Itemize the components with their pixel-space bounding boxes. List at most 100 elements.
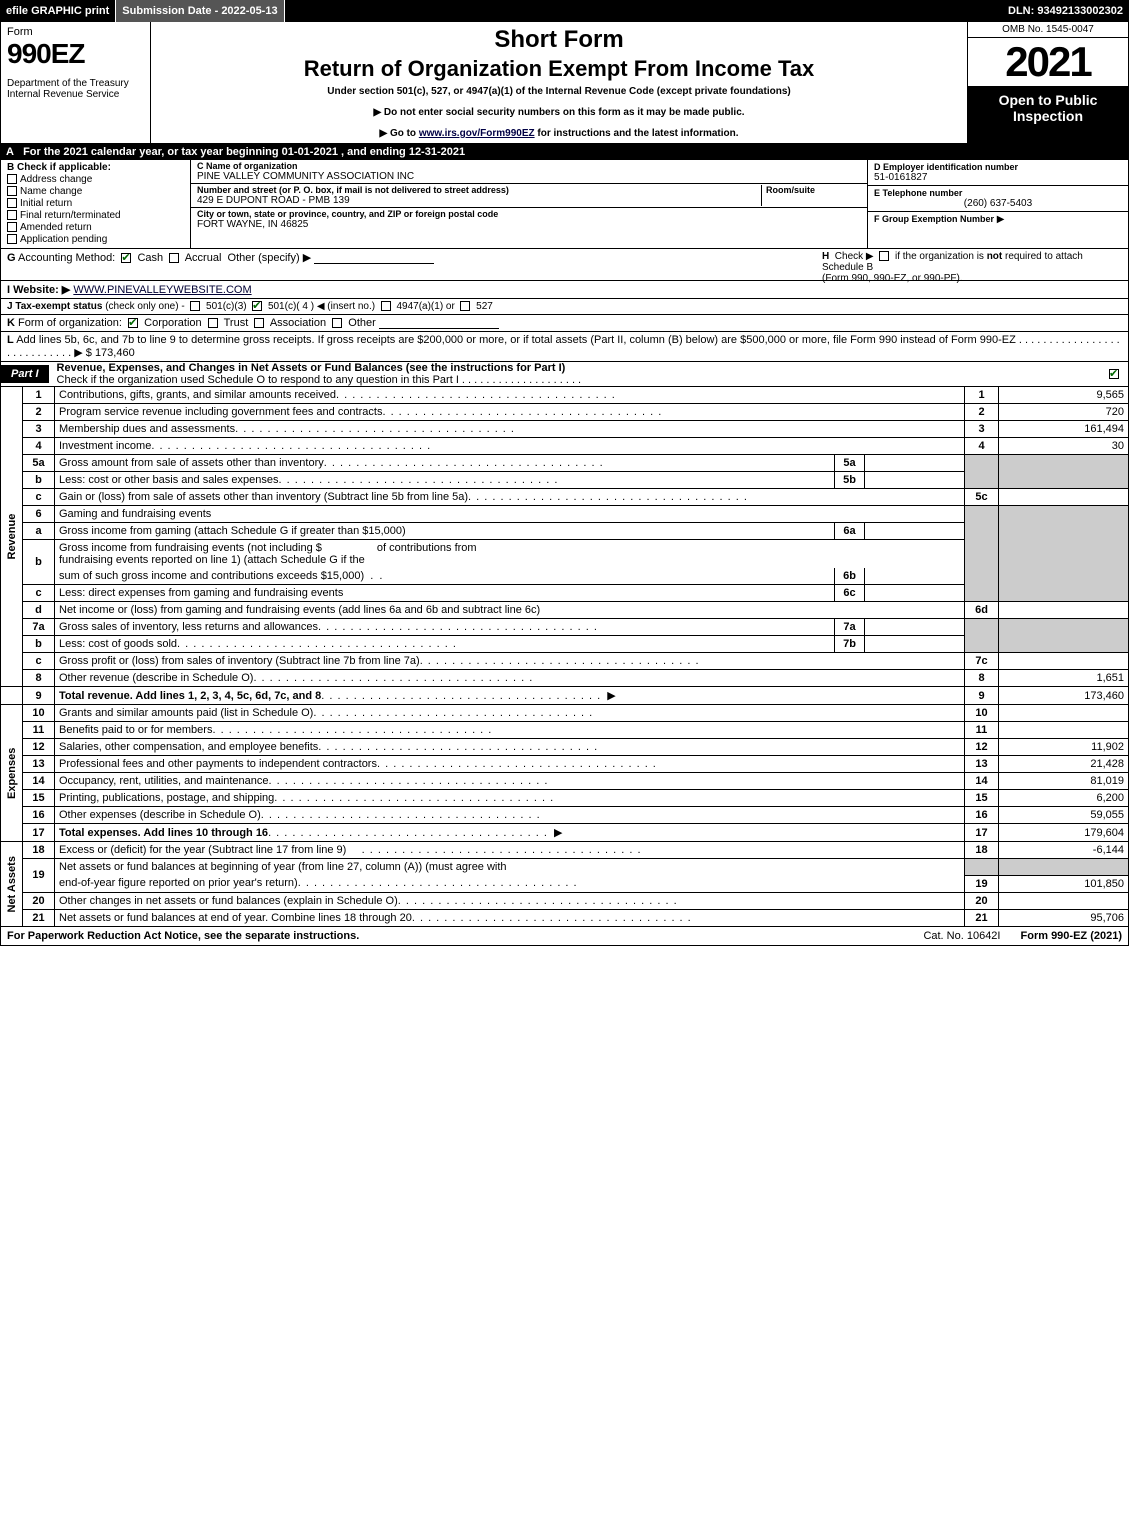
note-ssn: ▶ Do not enter social security numbers o… bbox=[159, 107, 959, 118]
l17-rn: 17 bbox=[965, 824, 999, 842]
section-c: C Name of organization PINE VALLEY COMMU… bbox=[191, 160, 868, 248]
g-accrual: Accrual bbox=[185, 252, 222, 264]
e-label: E Telephone number bbox=[874, 188, 1122, 198]
j-opt4: 527 bbox=[476, 301, 493, 312]
under-section: Under section 501(c), 527, or 4947(a)(1)… bbox=[159, 86, 959, 97]
row-h: H Check ▶ if the organization is not req… bbox=[822, 251, 1122, 284]
l21-val: 95,706 bbox=[999, 909, 1129, 926]
l7c-num: c bbox=[23, 653, 55, 670]
submission-date: Submission Date - 2022-05-13 bbox=[116, 0, 284, 22]
l5c-num: c bbox=[23, 489, 55, 506]
chk-k-other[interactable] bbox=[332, 318, 342, 328]
l6b-desc1: Gross income from fundraising events (no… bbox=[55, 540, 965, 569]
l7a-desc: Gross sales of inventory, less returns a… bbox=[55, 619, 965, 636]
l2-val: 720 bbox=[999, 404, 1129, 421]
k-assoc: Association bbox=[270, 317, 326, 329]
chk-527[interactable] bbox=[460, 301, 470, 311]
form-header: Form 990EZ Department of the Treasury In… bbox=[0, 22, 1129, 144]
irs-link[interactable]: www.irs.gov/Form990EZ bbox=[419, 128, 535, 139]
return-title: Return of Organization Exempt From Incom… bbox=[159, 56, 959, 82]
form-number: 990EZ bbox=[7, 38, 144, 70]
footer-form: 990-EZ bbox=[1051, 930, 1087, 942]
short-form-title: Short Form bbox=[159, 26, 959, 54]
l18-val: -6,144 bbox=[999, 842, 1129, 859]
efile-label[interactable]: efile GRAPHIC print bbox=[0, 0, 116, 22]
footer-right: Form 990-EZ (2021) bbox=[1021, 930, 1123, 942]
h-t2: if the organization is bbox=[895, 251, 987, 262]
chk-501c3[interactable] bbox=[190, 301, 200, 311]
l4-val: 30 bbox=[999, 438, 1129, 455]
l6c-desc: Less: direct expenses from gaming and fu… bbox=[55, 585, 965, 602]
l5ab-grey-val bbox=[999, 455, 1129, 489]
l3-desc: Membership dues and assessments bbox=[55, 421, 965, 438]
c-city-label: City or town, state or province, country… bbox=[197, 209, 861, 219]
l8-rn: 8 bbox=[965, 670, 999, 687]
chk-name-change[interactable]: Name change bbox=[7, 186, 184, 197]
l13-rn: 13 bbox=[965, 756, 999, 773]
l7b-desc: Less: cost of goods sold7b bbox=[55, 636, 965, 653]
chk-4947[interactable] bbox=[381, 301, 391, 311]
chk-cash[interactable] bbox=[121, 253, 131, 263]
chk-amended-return[interactable]: Amended return bbox=[7, 222, 184, 233]
c-name-label: C Name of organization bbox=[197, 161, 861, 171]
l5c-rn: 5c bbox=[965, 489, 999, 506]
d-label: D Employer identification number bbox=[874, 162, 1122, 172]
l6b-desc2: sum of such gross income and contributio… bbox=[55, 568, 965, 585]
chk-h[interactable] bbox=[879, 251, 889, 261]
part1-title-text: Revenue, Expenses, and Changes in Net As… bbox=[57, 362, 566, 374]
header-middle: Short Form Return of Organization Exempt… bbox=[151, 22, 968, 143]
l6a-desc: Gross income from gaming (attach Schedul… bbox=[55, 523, 965, 540]
k-text: Form of organization: bbox=[18, 317, 122, 329]
section-def: D Employer identification number 51-0161… bbox=[868, 160, 1128, 248]
l6-num: 6 bbox=[23, 506, 55, 523]
l17-val: 179,604 bbox=[999, 824, 1129, 842]
l5b-num: b bbox=[23, 472, 55, 489]
l12-desc: Salaries, other compensation, and employ… bbox=[55, 739, 965, 756]
chk-k-trust[interactable] bbox=[208, 318, 218, 328]
j-opt1: 501(c)(3) bbox=[206, 301, 247, 312]
part1-title: Revenue, Expenses, and Changes in Net As… bbox=[49, 362, 1109, 386]
l4-rn: 4 bbox=[965, 438, 999, 455]
l5a-desc: Gross amount from sale of assets other t… bbox=[55, 455, 965, 472]
chk-501c[interactable] bbox=[252, 301, 262, 311]
l17-num: 17 bbox=[23, 824, 55, 842]
row-a-label: A bbox=[6, 146, 20, 158]
chk-application-pending-label: Application pending bbox=[20, 234, 107, 245]
chk-address-change[interactable]: Address change bbox=[7, 174, 184, 185]
k-trust: Trust bbox=[224, 317, 249, 329]
chk-k-assoc[interactable] bbox=[254, 318, 264, 328]
website-link[interactable]: WWW.PINEVALLEYWEBSITE.COM bbox=[73, 284, 251, 296]
l11-desc: Benefits paid to or for members bbox=[55, 722, 965, 739]
telephone-value: (260) 637-5403 bbox=[874, 198, 1122, 209]
l21-num: 21 bbox=[23, 909, 55, 926]
l13-desc: Professional fees and other payments to … bbox=[55, 756, 965, 773]
l1-num: 1 bbox=[23, 387, 55, 404]
k-other-blank bbox=[379, 317, 499, 329]
l18-desc: Excess or (deficit) for the year (Subtra… bbox=[55, 842, 965, 859]
org-address: 429 E DUPONT ROAD - PMB 139 bbox=[197, 195, 761, 206]
l-label: L bbox=[7, 334, 14, 346]
h-not: not bbox=[987, 251, 1003, 262]
b-label: B bbox=[7, 162, 14, 173]
chk-k-corp[interactable] bbox=[128, 318, 138, 328]
org-name: PINE VALLEY COMMUNITY ASSOCIATION INC bbox=[197, 171, 861, 182]
l7b-num: b bbox=[23, 636, 55, 653]
part1-check[interactable] bbox=[1109, 368, 1128, 380]
note2-suffix: for instructions and the latest informat… bbox=[535, 128, 739, 139]
chk-initial-return[interactable]: Initial return bbox=[7, 198, 184, 209]
l5c-val bbox=[999, 489, 1129, 506]
expenses-vlabel: Expenses bbox=[1, 705, 23, 842]
l16-desc: Other expenses (describe in Schedule O) bbox=[55, 807, 965, 824]
l7ab-grey-val bbox=[999, 619, 1129, 653]
g-text: Accounting Method: bbox=[18, 252, 115, 264]
chk-accrual[interactable] bbox=[169, 253, 179, 263]
l4-desc: Investment income bbox=[55, 438, 965, 455]
chk-application-pending[interactable]: Application pending bbox=[7, 234, 184, 245]
part1-header: Part I Revenue, Expenses, and Changes in… bbox=[0, 362, 1129, 387]
room-label: Room/suite bbox=[766, 185, 861, 195]
chk-final-return[interactable]: Final return/terminated bbox=[7, 210, 184, 221]
l5b-desc: Less: cost or other basis and sales expe… bbox=[55, 472, 965, 489]
j-opt3: 4947(a)(1) or bbox=[396, 301, 454, 312]
row-a-text: For the 2021 calendar year, or tax year … bbox=[23, 146, 465, 158]
f-label: F Group Exemption Number bbox=[874, 214, 994, 224]
